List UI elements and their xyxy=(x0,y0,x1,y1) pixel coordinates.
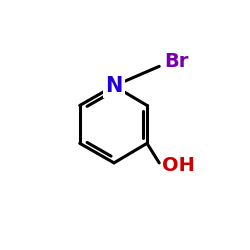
Text: Br: Br xyxy=(164,52,188,71)
Text: OH: OH xyxy=(162,156,194,175)
Text: N: N xyxy=(105,76,123,96)
